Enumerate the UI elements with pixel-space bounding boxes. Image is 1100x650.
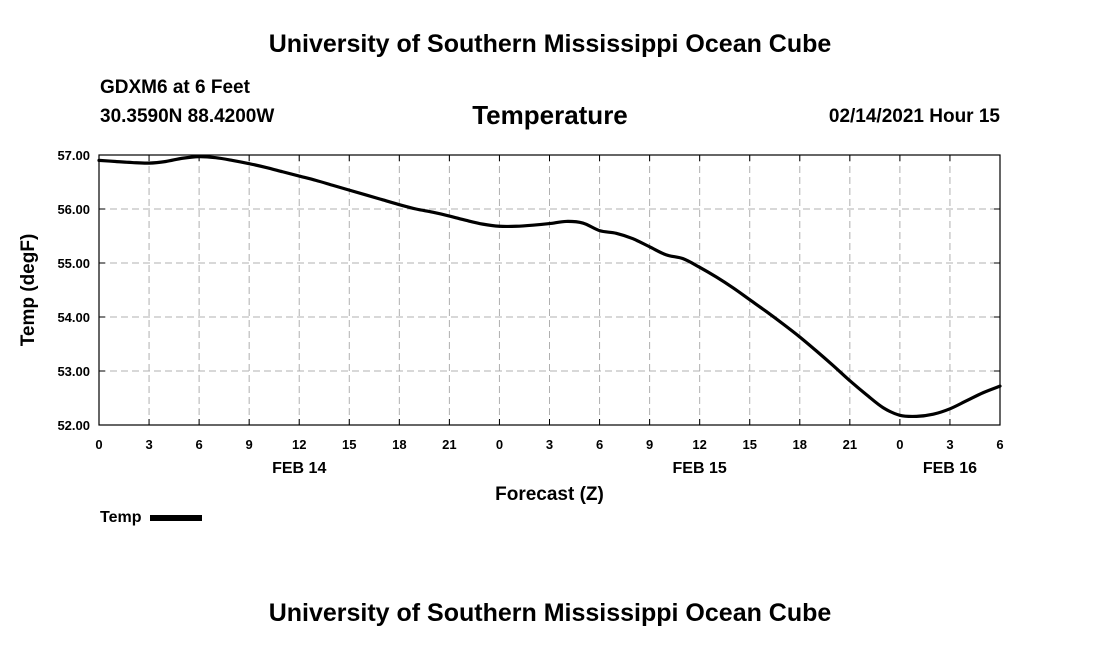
series-line-temp — [97, 155, 1002, 419]
coordinates-label: 30.3590N 88.4200W — [100, 106, 275, 127]
date-label: FEB 14 — [272, 460, 326, 477]
x-tick-label: 3 — [546, 437, 553, 452]
plot-frame — [98, 154, 1001, 426]
legend: Temp — [100, 509, 203, 527]
x-tick-label: 3 — [946, 437, 953, 452]
x-tick-label: 12 — [292, 437, 306, 452]
axis-tick-labels: 0 3 6 9 12 15 18 21 0 3 6 9 12 15 18 21 0 3 6 52.00 53.00 54.… — [57, 148, 1003, 477]
x-tick-label: 6 — [996, 437, 1003, 452]
datetime-label: 02/14/2021 Hour 15 — [828, 106, 1000, 127]
x-tick-label: 9 — [646, 437, 653, 452]
y-axis-label: Temp (degF) — [18, 234, 39, 347]
x-tick-label: 21 — [843, 437, 857, 452]
y-tick-label: 53.00 — [57, 364, 90, 379]
x-tick-label: 0 — [896, 437, 903, 452]
date-label: FEB 15 — [673, 460, 727, 477]
x-tick-label: 0 — [496, 437, 503, 452]
legend-label: Temp — [100, 509, 142, 526]
chart-title: Temperature — [472, 100, 628, 130]
y-tick-label: 56.00 — [57, 202, 90, 217]
series-layer — [97, 155, 1002, 419]
legend-swatch — [150, 515, 203, 521]
y-tick-label: 55.00 — [57, 256, 90, 271]
x-tick-label: 15 — [342, 437, 356, 452]
x-tick-label: 6 — [596, 437, 603, 452]
y-tick-label: 57.00 — [57, 148, 90, 163]
x-tick-label: 0 — [95, 437, 102, 452]
station-label: GDXM6 at 6 Feet — [100, 77, 250, 98]
x-tick-label: 12 — [692, 437, 706, 452]
grid-lines — [99, 155, 1000, 425]
x-tick-label: 18 — [793, 437, 807, 452]
x-tick-label: 15 — [742, 437, 756, 452]
footer-title: University of Southern Mississippi Ocean… — [268, 599, 832, 627]
date-label: FEB 16 — [923, 460, 977, 477]
page-title: University of Southern Mississippi Ocean… — [268, 30, 832, 58]
y-tick-label: 54.00 — [57, 310, 90, 325]
x-tick-label: 18 — [392, 437, 406, 452]
x-tick-label: 9 — [246, 437, 253, 452]
y-tick-label: 52.00 — [57, 418, 90, 433]
x-tick-label: 3 — [145, 437, 152, 452]
x-tick-label: 21 — [442, 437, 456, 452]
x-axis-label: Forecast (Z) — [495, 484, 604, 505]
x-tick-label: 6 — [195, 437, 202, 452]
